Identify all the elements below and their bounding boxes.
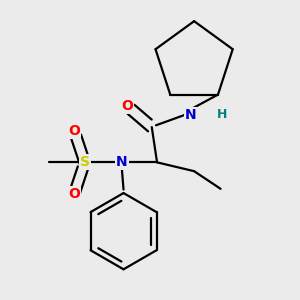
Text: N: N bbox=[185, 108, 197, 122]
Text: S: S bbox=[80, 155, 90, 170]
Text: N: N bbox=[116, 155, 128, 170]
Text: O: O bbox=[121, 99, 133, 113]
Text: O: O bbox=[68, 124, 80, 138]
Text: O: O bbox=[68, 187, 80, 201]
Text: H: H bbox=[217, 108, 227, 121]
